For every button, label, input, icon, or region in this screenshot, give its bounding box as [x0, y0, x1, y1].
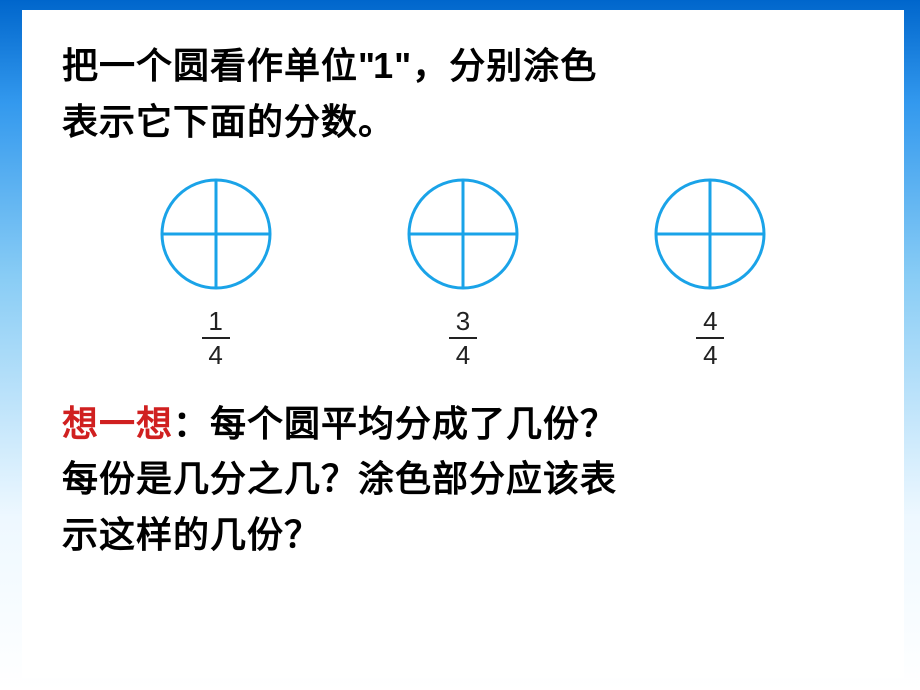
think-block: 想一想：每个圆平均分成了几份？ 每份是几分之几？涂色部分应该表 示这样的几份？ [62, 396, 864, 563]
denominator-2: 4 [456, 342, 470, 368]
fraction-2: 3 4 [449, 308, 477, 368]
denominator-3: 4 [703, 342, 717, 368]
circle-diagram-2 [405, 176, 521, 292]
circles-row: 1 4 3 4 4 [92, 176, 834, 368]
think-colon: ： [173, 403, 210, 444]
instruction-line-2: 表示它下面的分数。 [62, 101, 395, 142]
think-q1: 每个圆平均分成了几份？ [210, 403, 617, 444]
numerator-2: 3 [456, 308, 470, 334]
quote-close: " [394, 45, 412, 86]
instruction-part-1: 把一个圆看作单位 [62, 45, 358, 86]
instruction-text: 把一个圆看作单位"1"，分别涂色 表示它下面的分数。 [62, 38, 864, 150]
numerator-1: 1 [208, 308, 222, 334]
think-label: 想一想 [62, 403, 173, 444]
circle-diagram-3 [652, 176, 768, 292]
think-q2: 每份是几分之几？涂色部分应该表 [62, 458, 617, 499]
numerator-3: 4 [703, 308, 717, 334]
denominator-1: 4 [208, 342, 222, 368]
fraction-line-3 [696, 337, 724, 339]
circle-block-1: 1 4 [158, 176, 274, 368]
circle-block-3: 4 4 [652, 176, 768, 368]
circle-block-2: 3 4 [405, 176, 521, 368]
think-q3: 示这样的几份？ [62, 514, 321, 555]
quote-open: " [358, 45, 373, 86]
circle-diagram-1 [158, 176, 274, 292]
fraction-1: 1 4 [202, 308, 230, 368]
content-card: 把一个圆看作单位"1"，分别涂色 表示它下面的分数。 1 4 3 [22, 10, 904, 678]
unit-one: 1 [373, 45, 394, 86]
fraction-3: 4 4 [696, 308, 724, 368]
fraction-line-2 [449, 337, 477, 339]
instruction-part-2: ，分别涂色 [412, 45, 597, 86]
fraction-line-1 [202, 337, 230, 339]
